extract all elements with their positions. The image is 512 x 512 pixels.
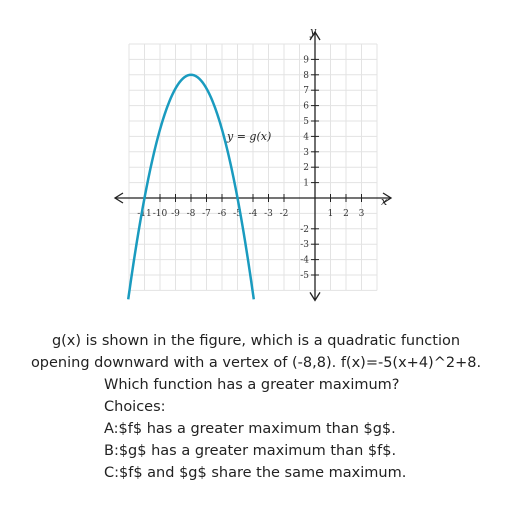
y-tick-label: 2 [303,163,309,173]
y-tick-label: 1 [303,179,309,189]
curve-label: y = g(x) [226,130,271,143]
x-tick-label: 2 [343,209,349,219]
grid [128,43,378,291]
x-tick-label: -2 [280,209,289,219]
x-tick-label: -3 [264,209,273,219]
x-tick-label: -5 [233,209,242,219]
y-tick-label: 6 [303,102,309,112]
question-line-1: g(x) is shown in the figure, which is a … [51,333,461,349]
question-prompt: Which function has a greater maximum? [104,377,400,393]
coordinate-plane: -11 -10 -9 -8 -7 -6 -5 -4 -3 -2 1 2 3987654321-2-3-4… [113,25,393,302]
choice-b[interactable]: B:$g$ has a greater maximum than $f$. [104,443,397,459]
y-tick-label: -2 [300,225,309,235]
x-tick-label: -4 [249,209,258,219]
x-tick-label: -9 [171,209,180,219]
choices-header: Choices: [104,399,166,415]
x-tick-label: -6 [218,209,227,219]
x-tick-label: -10 [153,209,168,219]
tick-labels: -11 -10 -9 -8 -7 -6 -5 -4 -3 -2 1 2 3987654321-2-3-4… [137,55,364,281]
parabola-g [126,73,256,300]
y-tick-label: 3 [303,148,309,158]
x-tick-label: 3 [359,209,365,219]
y-tick-label: 4 [303,132,309,142]
y-tick-label: -4 [300,256,309,266]
y-tick-label: 5 [303,117,309,127]
x-axis-arrow-left [113,192,124,204]
y-tick-label: 9 [303,55,309,65]
question-text: g(x) is shown in the figure, which is a … [0,330,512,484]
choice-a[interactable]: A:$f$ has a greater maximum than $g$. [104,421,396,437]
choice-c[interactable]: C:$f$ and $g$ share the same maximum. [104,465,407,481]
y-tick-label: -3 [300,240,309,250]
x-tick-label: -8 [187,209,196,219]
y-axis-arrow-down [309,292,321,302]
question-line-2: opening downward with a vertex of (-8,8)… [30,355,482,371]
y-tick-label: 8 [303,71,309,81]
y-axis-arrow-up [309,30,321,41]
y-tick-label: 7 [303,86,309,96]
x-tick-label: 1 [328,209,334,219]
x-axis-label: x [381,195,388,208]
x-axis-arrow-right [382,192,393,204]
y-tick-label: -5 [300,271,309,281]
x-tick-label: -7 [202,209,211,219]
x-tick-label: -11 [137,209,152,219]
y-axis-label: y [309,25,317,38]
